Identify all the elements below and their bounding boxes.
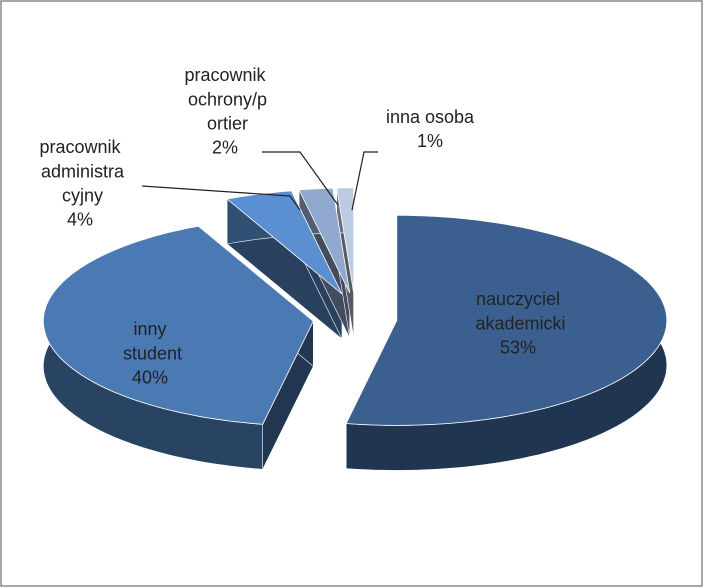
data-label: 1%: [417, 131, 443, 151]
leader-line: [262, 151, 339, 206]
data-label: 40%: [132, 367, 168, 387]
data-label: 4%: [67, 210, 93, 230]
data-label: inna osoba: [386, 107, 475, 127]
slice: [336, 187, 355, 293]
leader-line: [351, 151, 378, 211]
leader-line: [141, 185, 301, 211]
data-label: 53%: [500, 337, 536, 357]
slice: [298, 187, 351, 294]
data-label: pracownik administra cyjny: [36, 137, 125, 206]
data-label: pracownik ochrony/p ortier: [183, 65, 267, 134]
data-label: 2%: [212, 138, 238, 158]
slice: [345, 214, 668, 426]
data-label: inny student: [118, 319, 182, 363]
slice: [42, 225, 314, 425]
data-label: nauczyciel akademicki: [470, 289, 565, 333]
